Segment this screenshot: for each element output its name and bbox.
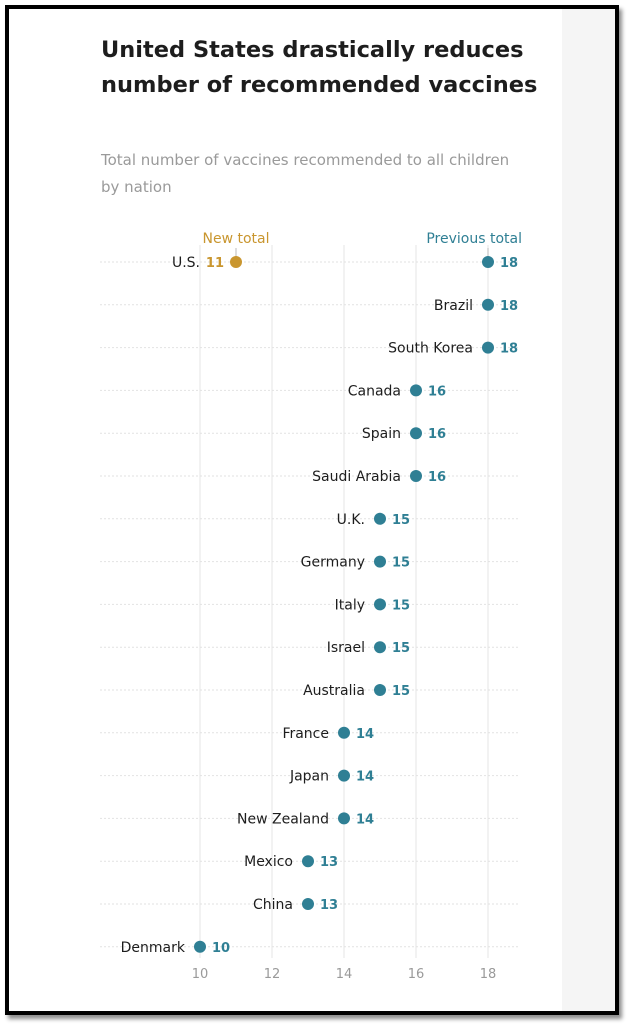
dot-new-us bbox=[230, 256, 242, 268]
value-label: 15 bbox=[392, 684, 410, 699]
country-label: Australia bbox=[303, 683, 365, 699]
country-label: Spain bbox=[362, 426, 401, 442]
chart-subtitle: Total number of vaccines recommended to … bbox=[101, 151, 510, 196]
x-tick-label: 16 bbox=[408, 967, 425, 982]
country-label: New Zealand bbox=[237, 811, 329, 827]
value-label: 14 bbox=[356, 727, 374, 742]
dot bbox=[374, 512, 386, 525]
dot bbox=[374, 641, 386, 654]
dot bbox=[194, 940, 206, 953]
value-label: 14 bbox=[356, 770, 374, 785]
legend-new-label: New total bbox=[203, 231, 270, 247]
x-tick-label: 12 bbox=[264, 967, 281, 982]
value-label: 18 bbox=[500, 256, 518, 271]
dot bbox=[374, 598, 386, 611]
dot bbox=[410, 470, 422, 482]
value-label: 15 bbox=[392, 556, 410, 571]
value-label: 15 bbox=[392, 598, 410, 613]
value-label: 10 bbox=[212, 941, 230, 956]
country-label: U.S. bbox=[172, 255, 200, 271]
country-label: China bbox=[253, 897, 293, 913]
chart-frame: United States drastically reduces number… bbox=[5, 5, 619, 1015]
dot-previous-us bbox=[482, 256, 494, 268]
value-label: 14 bbox=[356, 812, 374, 827]
value-label: 15 bbox=[392, 641, 410, 656]
value-label: 15 bbox=[392, 513, 410, 528]
dot-chart: 10 12 14 16 18 New total Previous total 11 U.S. 1… bbox=[100, 231, 522, 982]
country-label: South Korea bbox=[388, 341, 473, 357]
dot bbox=[410, 427, 422, 440]
country-label: Israel bbox=[327, 640, 365, 656]
value-label: 18 bbox=[500, 299, 518, 314]
value-label: 16 bbox=[428, 470, 446, 485]
legend-previous-label: Previous total bbox=[426, 231, 522, 247]
country-label: Japan bbox=[289, 769, 329, 785]
country-label: Brazil bbox=[434, 298, 473, 314]
dot bbox=[302, 898, 314, 910]
value-label-new: 11 bbox=[206, 256, 224, 271]
value-label: 13 bbox=[320, 855, 338, 870]
country-label: Canada bbox=[348, 383, 401, 399]
country-label: Denmark bbox=[121, 940, 186, 956]
x-tick-label: 18 bbox=[480, 967, 497, 982]
dot bbox=[338, 812, 350, 825]
country-label: Germany bbox=[301, 555, 365, 571]
value-label: 13 bbox=[320, 898, 338, 913]
x-tick-label: 10 bbox=[192, 967, 209, 982]
dot bbox=[482, 298, 494, 311]
dot bbox=[338, 769, 350, 782]
dot bbox=[410, 384, 422, 397]
x-tick-label: 14 bbox=[336, 967, 353, 982]
country-label: Mexico bbox=[244, 854, 293, 870]
dot bbox=[482, 341, 494, 354]
value-label: 16 bbox=[428, 427, 446, 442]
dot bbox=[302, 855, 314, 868]
country-label: Saudi Arabia bbox=[312, 469, 401, 485]
country-label: France bbox=[282, 726, 329, 742]
side-strip bbox=[562, 9, 615, 1011]
value-label: 18 bbox=[500, 342, 518, 357]
dot bbox=[338, 726, 350, 739]
country-label: U.K. bbox=[337, 512, 365, 528]
dot bbox=[374, 684, 386, 696]
chart-title: United States drastically reduces number… bbox=[101, 37, 538, 98]
value-label: 16 bbox=[428, 384, 446, 399]
country-label: Italy bbox=[335, 597, 365, 613]
dot bbox=[374, 555, 386, 568]
